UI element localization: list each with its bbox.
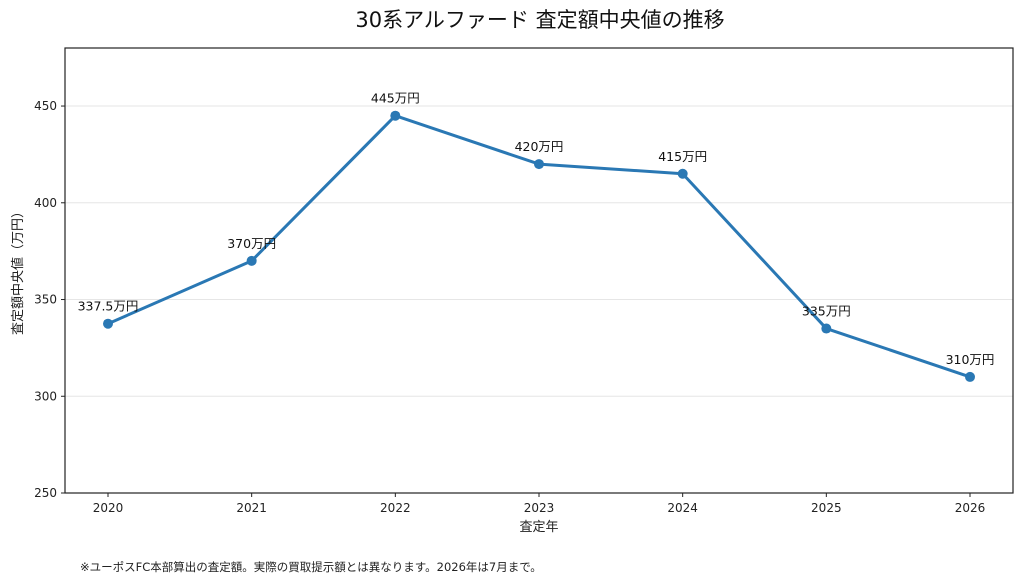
x-tick-label: 2026	[955, 501, 986, 515]
data-label: 420万円	[515, 139, 564, 154]
x-axis-label: 査定年	[519, 520, 558, 535]
chart-title: 30系アルファード 査定額中央値の推移	[355, 8, 724, 32]
data-label: 337.5万円	[78, 299, 139, 314]
axis-ticks: 250 300 350 400 450 2020 2021 2022 2023 2024 2025 2…	[34, 99, 985, 515]
y-tick-label: 400	[34, 196, 57, 210]
data-point	[103, 318, 113, 329]
data-point	[390, 110, 401, 121]
grid-lines	[65, 105, 1013, 397]
data-label: 445万円	[371, 91, 420, 106]
x-tick-label: 2021	[236, 501, 267, 515]
y-tick-label: 350	[34, 293, 57, 307]
plot-frame	[64, 47, 1014, 494]
data-label: 310万円	[946, 352, 995, 367]
data-label: 415万円	[658, 149, 707, 164]
data-label: 335万円	[802, 304, 851, 319]
x-tick-label: 2023	[524, 501, 555, 515]
data-label: 370万円	[227, 236, 276, 251]
series	[103, 110, 975, 382]
x-tick-label: 2024	[667, 501, 698, 515]
x-tick-label: 2022	[380, 501, 411, 515]
y-tick-label: 450	[34, 99, 57, 113]
data-point	[677, 168, 688, 179]
data-point	[965, 371, 975, 382]
x-tick-label: 2025	[811, 501, 842, 515]
y-axis-label: 査定額中央値（万円）	[10, 205, 26, 335]
x-tick-label: 2020	[93, 501, 124, 515]
footnote: ※ユーポスFC本部算出の査定額。実際の買取提示額とは異なります。2026年は7月…	[80, 560, 542, 574]
data-point	[821, 323, 832, 334]
data-point	[534, 159, 544, 170]
data-point	[246, 255, 257, 266]
y-tick-label: 300	[34, 389, 57, 403]
y-tick-label: 250	[34, 486, 57, 500]
data-labels: 337.5万円 370万円 445万円 420万円 415万円 335万円 310万円	[78, 91, 995, 367]
